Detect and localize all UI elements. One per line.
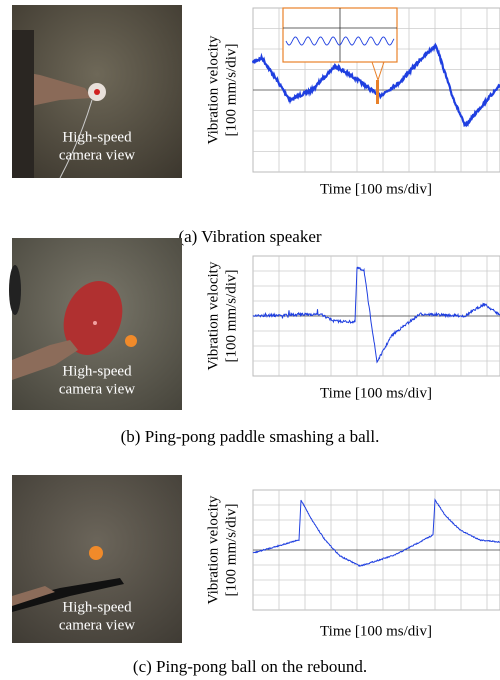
y-axis-label: [100 mm/s/div] xyxy=(223,270,239,363)
photo-label: High-speed xyxy=(62,363,132,379)
plot xyxy=(251,7,500,173)
waveform xyxy=(252,266,500,364)
x-axis-label: Time [100 ms/div] xyxy=(320,181,432,197)
photo-label: High-speed xyxy=(62,599,132,615)
plot xyxy=(252,489,500,611)
photo xyxy=(12,5,182,179)
y-axis-label: Vibration velocity xyxy=(205,495,221,604)
photo-label: High-speed xyxy=(62,129,132,145)
y-axis-label: [100 mm/s/div] xyxy=(223,44,239,137)
y-axis-label: [100 mm/s/div] xyxy=(223,504,239,597)
plot xyxy=(252,255,500,377)
inset-marker xyxy=(376,80,379,104)
caption: (b) Ping-pong paddle smashing a ball. xyxy=(121,427,380,446)
photo-label: camera view xyxy=(59,381,135,397)
inset-wave xyxy=(285,36,395,46)
caption: (a) Vibration speaker xyxy=(178,227,321,246)
caption: (c) Ping-pong ball on the rebound. xyxy=(133,657,367,676)
photo-label: camera view xyxy=(59,147,135,163)
y-axis-label: Vibration velocity xyxy=(205,261,221,370)
y-axis-label: Vibration velocity xyxy=(205,35,221,144)
x-axis-label: Time [100 ms/div] xyxy=(320,385,432,401)
waveform xyxy=(252,498,500,567)
photo xyxy=(12,475,182,643)
photo-label: camera view xyxy=(59,617,135,633)
x-axis-label: Time [100 ms/div] xyxy=(320,623,432,639)
photo xyxy=(9,238,182,410)
